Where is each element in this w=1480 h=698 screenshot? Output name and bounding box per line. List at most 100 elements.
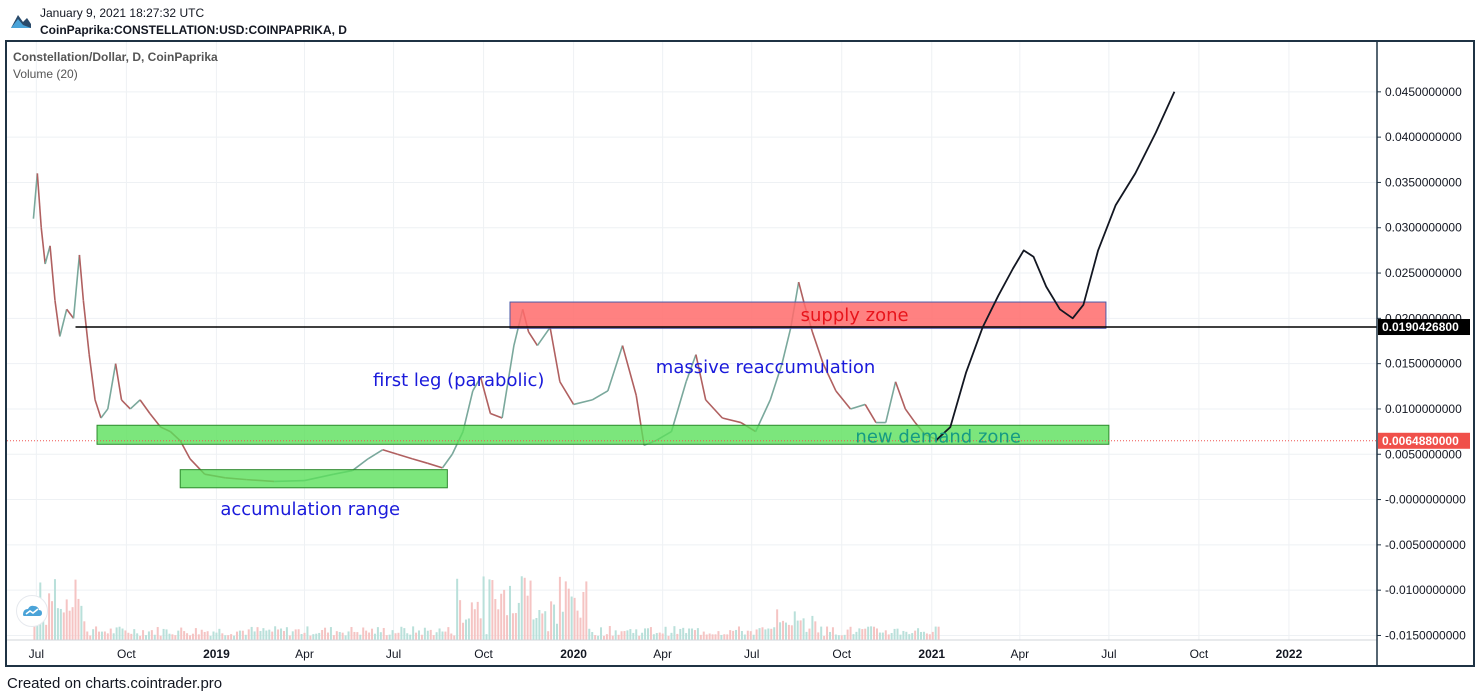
- volume-bar: [244, 634, 247, 640]
- accumulation-range-box[interactable]: [179, 469, 448, 489]
- volume-bar: [71, 607, 74, 640]
- volume-bar: [62, 612, 65, 640]
- volume-bar: [761, 627, 764, 640]
- volume-bar: [200, 629, 203, 640]
- volume-bar: [899, 634, 902, 640]
- volume-bar: [306, 626, 309, 640]
- volume-bar: [776, 609, 779, 640]
- demand-zone-box[interactable]: [96, 424, 1110, 445]
- volume-bar: [83, 621, 86, 640]
- volume-bar: [893, 628, 896, 640]
- volume-bar: [488, 579, 491, 640]
- volume-bar: [159, 635, 162, 640]
- volume-bar: [787, 624, 790, 640]
- volume-bar: [550, 601, 553, 640]
- volume-bar: [902, 630, 905, 640]
- y-tick-label: -0.0150000000: [1385, 628, 1466, 642]
- price-chart[interactable]: supply zone new demand zone accumulation r…: [7, 42, 1473, 665]
- volume-bar: [397, 632, 400, 640]
- x-tick-label: Apr: [295, 647, 314, 661]
- volume-bar: [626, 630, 629, 640]
- volume-bar: [873, 626, 876, 640]
- volume-bar: [573, 597, 576, 640]
- volume-bar: [420, 634, 423, 640]
- volume-bar: [570, 596, 573, 640]
- volume-bar: [262, 628, 265, 640]
- volume-bar: [834, 634, 837, 640]
- volume-bar: [462, 622, 465, 640]
- price-segment: [129, 399, 141, 410]
- volume-bar: [623, 631, 626, 640]
- x-tick-label: Oct: [832, 647, 851, 661]
- price-segment: [705, 399, 723, 419]
- volume-bar: [576, 610, 579, 640]
- volume-bar: [294, 629, 297, 640]
- volume-bar: [920, 631, 923, 640]
- volume-bar: [409, 634, 412, 640]
- y-tick-label: 0.0450000000: [1385, 85, 1462, 99]
- tradingview-cloud-icon[interactable]: [16, 595, 48, 627]
- volume-bar: [186, 633, 189, 640]
- volume-bar: [629, 629, 632, 640]
- volume-bar: [95, 626, 98, 640]
- volume-bar: [77, 598, 80, 640]
- volume-bar: [511, 613, 514, 640]
- volume-bar: [467, 618, 470, 640]
- tradingview-logo-icon: [10, 9, 32, 31]
- volume-bar: [620, 631, 623, 640]
- volume-bar: [42, 614, 45, 640]
- volume-bar: [118, 626, 121, 640]
- volume-bar: [65, 599, 68, 640]
- price-segment: [479, 377, 492, 414]
- volume-bar: [300, 633, 303, 640]
- demand-zone-label: new demand zone: [855, 426, 1021, 447]
- volume-bar: [332, 635, 335, 640]
- volume-bar: [324, 627, 327, 640]
- price-segment: [822, 363, 837, 392]
- projection-path[interactable]: [935, 91, 1176, 442]
- price-segment: [850, 403, 866, 410]
- footer-credit: Created on charts.cointrader.pro: [7, 675, 223, 692]
- volume-bar: [406, 633, 409, 640]
- volume-bar: [429, 629, 432, 640]
- volume-bar: [579, 617, 582, 640]
- price-segment: [501, 345, 515, 419]
- volume-bar: [285, 627, 288, 640]
- volume-bar: [194, 628, 197, 640]
- volume-bar: [130, 633, 133, 640]
- resistance-price-tag-bg: [1378, 319, 1470, 336]
- y-tick-label: 0.0250000000: [1385, 266, 1462, 280]
- price-segment: [397, 453, 413, 460]
- y-tick-label: 0.0100000000: [1385, 402, 1462, 416]
- volume-bar: [338, 631, 341, 640]
- volume-bar: [221, 633, 224, 640]
- volume-bar: [561, 611, 564, 640]
- volume-bar: [491, 580, 494, 640]
- volume-bar: [793, 611, 796, 640]
- price-segment: [884, 381, 897, 423]
- volume-bar: [591, 632, 594, 640]
- volume-bar: [737, 626, 740, 640]
- price-segment: [607, 345, 624, 392]
- supply-zone-box[interactable]: [509, 301, 1107, 329]
- volume-bar: [829, 631, 831, 640]
- x-tick-label: Apr: [653, 647, 672, 661]
- volume-bar: [558, 576, 561, 640]
- y-tick-label: 0.0150000000: [1385, 357, 1462, 371]
- price-segment: [904, 408, 916, 424]
- volume-bar: [875, 628, 878, 640]
- chart-frame[interactable]: supply zone new demand zone accumulation r…: [5, 40, 1475, 667]
- volume-bar: [714, 634, 717, 640]
- volume-bar: [826, 626, 829, 640]
- current-price-tag-bg: [1378, 432, 1470, 449]
- volume-bar: [256, 627, 259, 640]
- volume-bar: [403, 628, 406, 640]
- price-segment: [94, 399, 102, 419]
- accumulation-range-label: accumulation range: [220, 499, 400, 520]
- volume-bar: [658, 632, 661, 640]
- volume-bar: [98, 631, 101, 640]
- volume-bar: [265, 630, 268, 640]
- volume-bar: [796, 620, 799, 640]
- volume-bar: [790, 625, 793, 640]
- price-segment: [781, 327, 792, 364]
